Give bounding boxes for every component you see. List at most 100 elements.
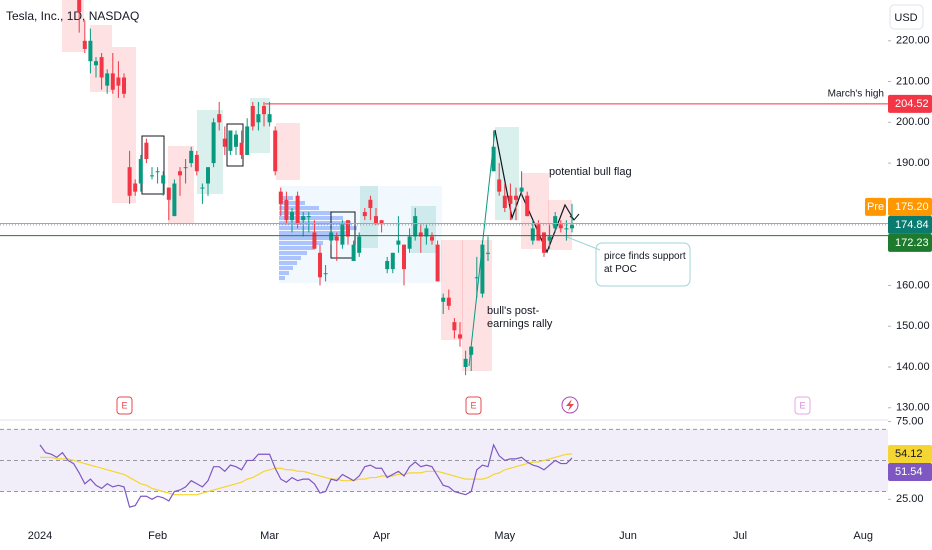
candle-body (558, 224, 563, 229)
candle-body (362, 212, 367, 217)
candle-body (346, 220, 350, 237)
candle-body (312, 232, 317, 249)
candle-body (273, 130, 278, 172)
candle-body (357, 236, 362, 253)
candle-body (368, 199, 373, 208)
candle-body (340, 224, 345, 245)
candle-body (435, 244, 440, 282)
candle-body (301, 216, 306, 221)
x-tick-label: Aug (853, 530, 873, 542)
price-badge (888, 215, 932, 234)
candle-body (430, 236, 434, 241)
candle-body (530, 228, 535, 241)
price-badge-label: 172.23 (895, 237, 929, 249)
candle-body (570, 224, 574, 229)
rsi-line (39, 443, 573, 508)
candle-body (200, 187, 205, 189)
candle-body (486, 252, 490, 254)
candle-body (239, 142, 244, 155)
candle-body (329, 232, 334, 241)
candle-body (122, 77, 126, 94)
y-tick-label: 160.00 (896, 279, 930, 291)
candle-body (245, 126, 250, 155)
chart-title: Tesla, Inc., 1D, NASDAQ (6, 9, 139, 23)
candle-body (519, 187, 524, 192)
candle-body (542, 232, 546, 253)
price-badge-label: 175.20 (895, 201, 929, 213)
candle-body (278, 191, 283, 204)
candle-body (99, 57, 104, 78)
candle-body (183, 167, 188, 169)
currency-box (889, 4, 924, 30)
candle-body (194, 154, 199, 172)
candle-body (166, 187, 171, 200)
candle-body (480, 244, 485, 294)
candle-body (110, 73, 115, 90)
candle-body (564, 228, 569, 230)
candle-body (256, 114, 261, 123)
candle-body (94, 61, 98, 66)
candle-body (525, 195, 530, 217)
candle-body (452, 322, 457, 331)
y-tick-label: 220.00 (896, 35, 930, 47)
candle-body (491, 146, 496, 172)
candle-body (116, 77, 121, 86)
candle-body (82, 40, 87, 49)
candle-body (127, 167, 132, 196)
candle-body (385, 260, 390, 270)
candle-body (306, 216, 311, 218)
rsi-badge (888, 445, 932, 464)
candle-body (295, 195, 300, 225)
candle-body (514, 195, 518, 200)
candle-body (508, 195, 513, 204)
price-badge (888, 197, 932, 216)
y-tick-label: 200.00 (896, 116, 930, 128)
x-tick-label: Jun (619, 530, 637, 542)
candle-body (290, 212, 294, 221)
candle-body (211, 122, 216, 164)
candle-body (547, 236, 552, 241)
candle-body (390, 252, 395, 270)
x-tick-label: Jul (733, 530, 747, 542)
candle-body (318, 252, 322, 278)
y-tick-label: 140.00 (896, 361, 930, 373)
candle-body (441, 297, 446, 302)
x-tick-label: Apr (373, 530, 390, 542)
candle-body (536, 224, 541, 241)
candle-body (374, 216, 378, 225)
candle-body (133, 183, 138, 192)
pre-tag (865, 197, 886, 216)
candle-body (138, 159, 143, 184)
candle-body (228, 130, 233, 151)
candle-body (396, 240, 401, 245)
candle-body (446, 297, 451, 306)
y-tick-label: 130.00 (896, 402, 930, 414)
candle-body (424, 228, 429, 237)
rsi-ma-line (40, 453, 573, 496)
y-tick-label: 150.00 (896, 320, 930, 332)
candle-body (379, 220, 384, 225)
annotation: pirce finds support at POC (604, 251, 686, 275)
earnings-icons (116, 396, 811, 415)
candle-body (463, 358, 468, 367)
annotation: potential bull flag (549, 166, 632, 178)
rsi-badge-label: 51.54 (895, 466, 923, 478)
y-tick-label: 190.00 (896, 157, 930, 169)
candle-body (77, 0, 82, 13)
candle-body (284, 199, 289, 221)
pre-tag-label: Pre (867, 201, 884, 213)
plot-area (77, 0, 574, 376)
candle-body (553, 216, 558, 229)
candle-body (155, 171, 160, 173)
candle-body (262, 106, 266, 115)
rsi-tick-label: 25.00 (896, 493, 924, 505)
candle-body (458, 334, 462, 339)
level-label: March's high (828, 89, 884, 100)
candle-body (402, 244, 406, 270)
level-badge (888, 94, 932, 113)
candle-body (222, 138, 227, 147)
candle-body (267, 114, 272, 123)
candle-body (178, 171, 182, 176)
earnings-icon-label: E (799, 400, 805, 410)
candle-body (217, 114, 222, 123)
